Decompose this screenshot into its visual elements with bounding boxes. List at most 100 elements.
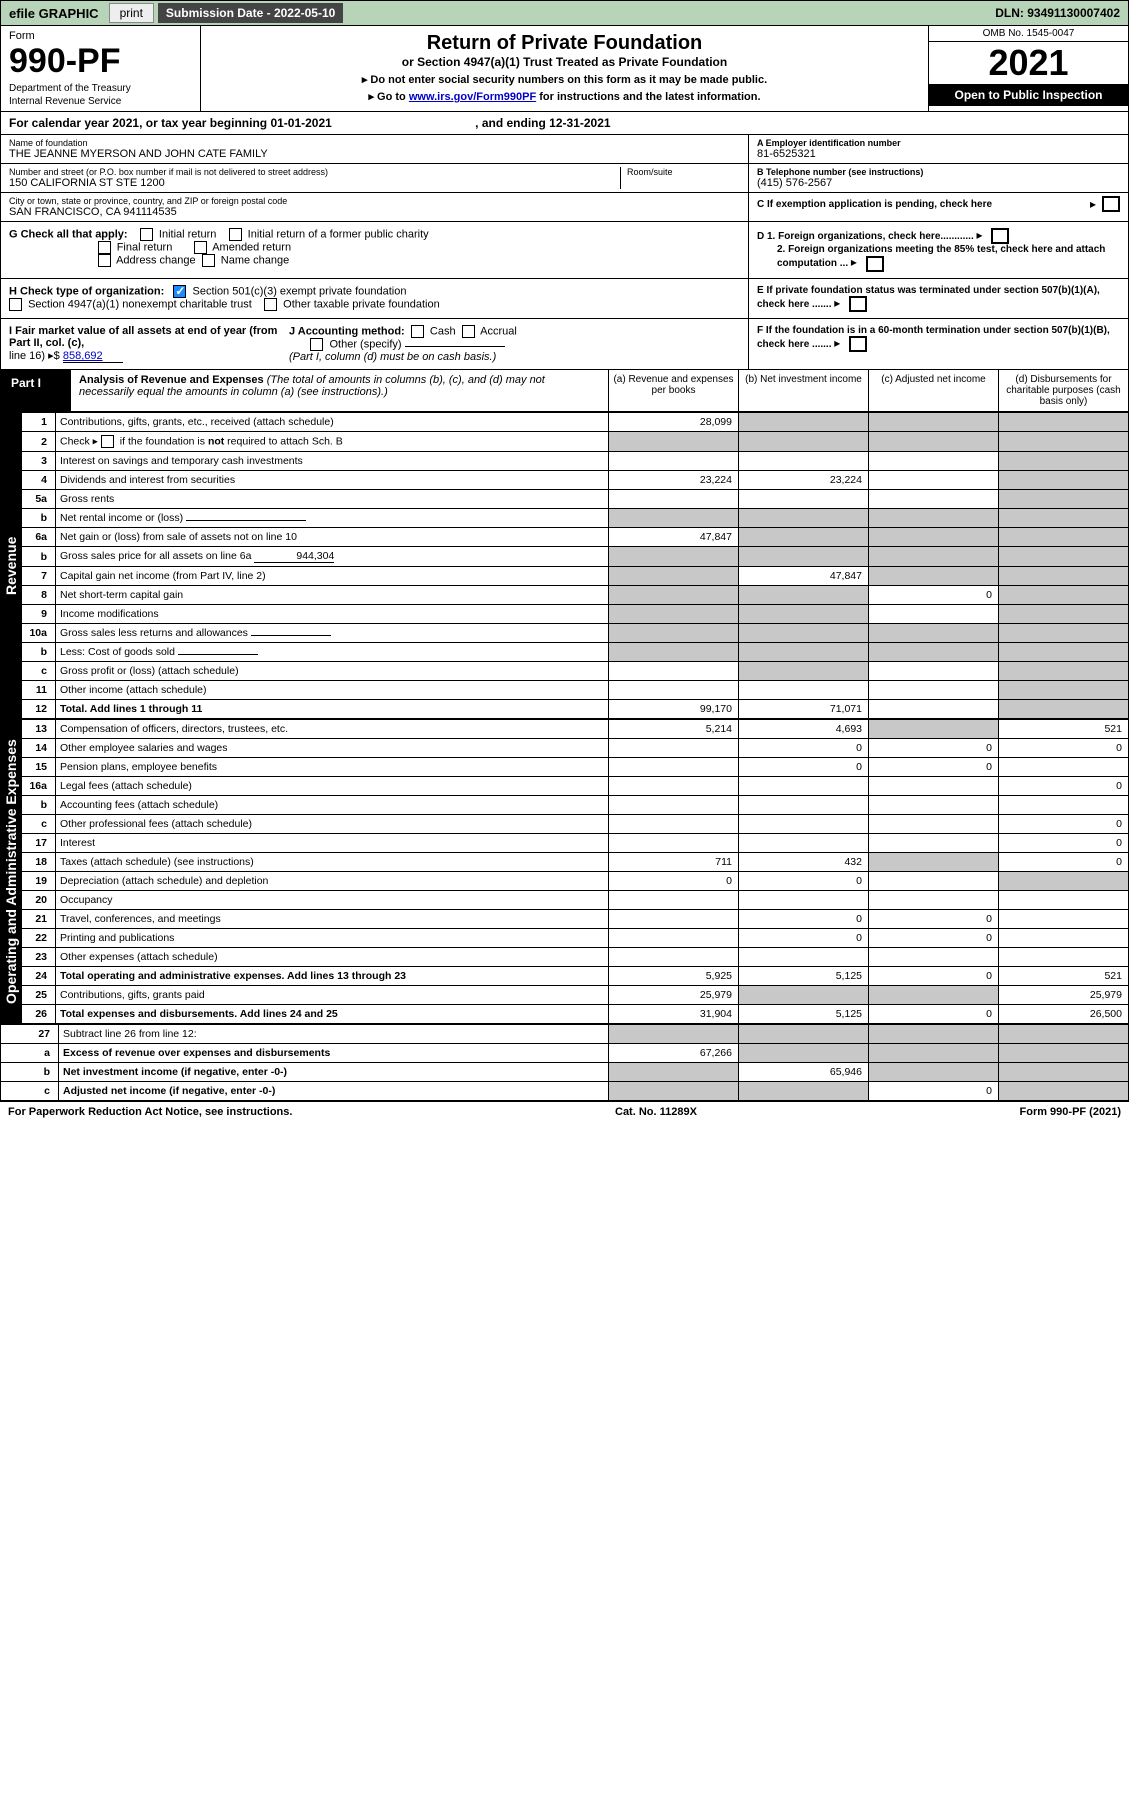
- table-row: 9Income modifications: [22, 605, 1129, 624]
- arrow-icon: ▸: [977, 228, 983, 242]
- arrow-icon: ▸: [834, 336, 840, 350]
- amended-return-checkbox[interactable]: [194, 241, 207, 254]
- address-change-checkbox[interactable]: [98, 254, 111, 267]
- expenses-table: 13Compensation of officers, directors, t…: [21, 719, 1129, 1024]
- table-row: bNet investment income (if negative, ent…: [1, 1063, 1129, 1082]
- ein: 81-6525321: [757, 148, 1120, 160]
- col-d-header: (d) Disbursements for charitable purpose…: [998, 370, 1128, 411]
- goto-pre: ▸ Go to: [368, 91, 408, 103]
- section-ij: I Fair market value of all assets at end…: [0, 319, 1129, 370]
- table-row: 20Occupancy: [22, 891, 1129, 910]
- goto-note: ▸ Go to www.irs.gov/Form990PF for instru…: [207, 90, 922, 103]
- table-row: bNet rental income or (loss): [22, 509, 1129, 528]
- cat-number: Cat. No. 11289X: [615, 1106, 697, 1118]
- f-checkbox[interactable]: [849, 336, 867, 352]
- arrow-icon: ▸: [834, 296, 840, 310]
- 4947-label: Section 4947(a)(1) nonexempt charitable …: [28, 298, 252, 310]
- table-row: 1Contributions, gifts, grants, etc., rec…: [22, 413, 1129, 432]
- name-change: Name change: [221, 254, 290, 266]
- 501c3-checkbox[interactable]: [173, 285, 186, 298]
- e-label: E If private foundation status was termi…: [757, 285, 1100, 310]
- tel-label: B Telephone number (see instructions): [757, 167, 1120, 177]
- foundation-name: THE JEANNE MYERSON AND JOHN CATE FAMILY: [9, 148, 740, 160]
- irs-label: Internal Revenue Service: [9, 96, 192, 107]
- form-header: Form 990-PF Department of the Treasury I…: [0, 26, 1129, 112]
- table-row: 23Other expenses (attach schedule): [22, 948, 1129, 967]
- table-row: 19Depreciation (attach schedule) and dep…: [22, 872, 1129, 891]
- open-inspection: Open to Public Inspection: [929, 84, 1128, 106]
- r2-text2: if the foundation is not required to att…: [117, 435, 343, 447]
- d1-checkbox[interactable]: [991, 228, 1009, 244]
- table-row: cAdjusted net income (if negative, enter…: [1, 1082, 1129, 1101]
- gross-sales-value: 944,304: [254, 550, 334, 563]
- dln-label: DLN: 93491130007402: [995, 6, 1126, 20]
- part1-title: Analysis of Revenue and Expenses: [79, 374, 264, 386]
- form990pf-link[interactable]: www.irs.gov/Form990PF: [409, 91, 536, 103]
- e-checkbox[interactable]: [849, 296, 867, 312]
- other-method-checkbox[interactable]: [310, 338, 323, 351]
- d1-label: D 1. Foreign organizations, check here..…: [757, 231, 974, 242]
- other-specify-line: [405, 346, 505, 347]
- schb-checkbox[interactable]: [101, 435, 114, 448]
- form-subtitle: or Section 4947(a)(1) Trust Treated as P…: [207, 55, 922, 69]
- d2-checkbox[interactable]: [866, 256, 884, 272]
- d2-label: 2. Foreign organizations meeting the 85%…: [777, 244, 1105, 269]
- tax-year: 2021: [929, 42, 1128, 84]
- initial-return-checkbox[interactable]: [140, 228, 153, 241]
- table-row: 6aNet gain or (loss) from sale of assets…: [22, 528, 1129, 547]
- cash-checkbox[interactable]: [411, 325, 424, 338]
- print-button[interactable]: print: [109, 3, 154, 23]
- initial-former-checkbox[interactable]: [229, 228, 242, 241]
- table-row: cOther professional fees (attach schedul…: [22, 815, 1129, 834]
- dept-treasury: Department of the Treasury: [9, 83, 192, 94]
- page-footer: For Paperwork Reduction Act Notice, see …: [0, 1101, 1129, 1122]
- 4947-checkbox[interactable]: [9, 298, 22, 311]
- city: SAN FRANCISCO, CA 941114535: [9, 206, 740, 218]
- final-return-checkbox[interactable]: [98, 241, 111, 254]
- line27-table: 27Subtract line 26 from line 12: aExcess…: [0, 1024, 1129, 1101]
- table-row: 2Check ▸ if the foundation is not requir…: [22, 432, 1129, 452]
- name-change-checkbox[interactable]: [202, 254, 215, 267]
- initial-former: Initial return of a former public charit…: [248, 228, 429, 240]
- table-row: 10aGross sales less returns and allowanc…: [22, 624, 1129, 643]
- accrual-checkbox[interactable]: [462, 325, 475, 338]
- ssn-warning: ▸ Do not enter social security numbers o…: [207, 73, 922, 86]
- table-row: 14Other employee salaries and wages000: [22, 739, 1129, 758]
- exemption-checkbox[interactable]: [1102, 196, 1120, 212]
- part1-header: Part I Analysis of Revenue and Expenses …: [0, 370, 1129, 412]
- paperwork-notice: For Paperwork Reduction Act Notice, see …: [8, 1106, 292, 1118]
- omb-number: OMB No. 1545-0047: [929, 26, 1128, 42]
- section-h: H Check type of organization: Section 50…: [0, 279, 1129, 319]
- table-row: 15Pension plans, employee benefits00: [22, 758, 1129, 777]
- goto-post: for instructions and the latest informat…: [536, 91, 760, 103]
- col-c-header: (c) Adjusted net income: [868, 370, 998, 411]
- table-row: 8Net short-term capital gain0: [22, 586, 1129, 605]
- cash-label: Cash: [430, 325, 456, 337]
- calendar-year-row: For calendar year 2021, or tax year begi…: [0, 112, 1129, 135]
- other-taxable-label: Other taxable private foundation: [283, 298, 440, 310]
- 501c3-label: Section 501(c)(3) exempt private foundat…: [192, 285, 406, 297]
- col-a-header: (a) Revenue and expenses per books: [608, 370, 738, 411]
- final-return: Final return: [117, 241, 173, 253]
- arrow-icon: ▸: [851, 255, 857, 269]
- table-row: 11Other income (attach schedule): [22, 681, 1129, 700]
- net-rental-value: [186, 520, 306, 521]
- h-label: H Check type of organization:: [9, 285, 164, 297]
- table-row: 26Total expenses and disbursements. Add …: [22, 1005, 1129, 1024]
- exemption-pending-label: C If exemption application is pending, c…: [757, 199, 1090, 210]
- fmv-value[interactable]: 858,692: [63, 350, 123, 363]
- other-taxable-checkbox[interactable]: [264, 298, 277, 311]
- other-method: Other (specify): [329, 338, 401, 350]
- table-row: bLess: Cost of goods sold: [22, 643, 1129, 662]
- revenue-section: Revenue 1Contributions, gifts, grants, e…: [0, 412, 1129, 719]
- gross-sales-returns: [251, 635, 331, 636]
- table-row: 5aGross rents: [22, 490, 1129, 509]
- efile-label: efile GRAPHIC: [3, 4, 105, 23]
- amended-return: Amended return: [212, 241, 291, 253]
- telephone: (415) 576-2567: [757, 177, 1120, 189]
- table-row: 16aLegal fees (attach schedule)0: [22, 777, 1129, 796]
- address: 150 CALIFORNIA ST STE 1200: [9, 177, 620, 189]
- year-end: , and ending 12-31-2021: [475, 116, 610, 130]
- r2-text: Check ▸: [60, 435, 101, 447]
- col-b-header: (b) Net investment income: [738, 370, 868, 411]
